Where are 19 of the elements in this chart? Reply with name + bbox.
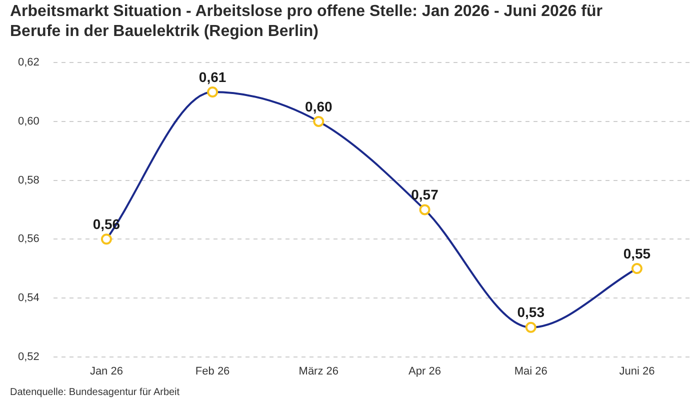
x-tick-label: Mai 26 bbox=[514, 365, 548, 378]
x-tick-label: März 26 bbox=[298, 365, 339, 378]
y-tick-label: 0,52 bbox=[18, 350, 40, 363]
x-tick-label: Apr 26 bbox=[408, 365, 441, 378]
y-tick-label: 0,62 bbox=[18, 56, 40, 69]
y-tick-label: 0,58 bbox=[18, 174, 40, 186]
data-label: 0,61 bbox=[198, 68, 226, 85]
y-tick-label: 0,60 bbox=[18, 115, 40, 128]
chart-title: Arbeitsmarkt Situation - Arbeitslose pro offene Stelle: Jan 2026 - Juni 2026 für Berufe in der Bauelektrik (Region Berlin) bbox=[10, 2, 604, 42]
data-label: 0,57 bbox=[411, 186, 439, 203]
y-tick-label: 0,54 bbox=[18, 292, 40, 304]
data-label: 0,60 bbox=[305, 98, 332, 114]
x-tick-label: Jan 26 bbox=[90, 365, 123, 378]
y-tick-label: 0,56 bbox=[18, 233, 40, 246]
x-tick-label: Juni 26 bbox=[619, 365, 655, 378]
data-label: 0,53 bbox=[517, 304, 545, 320]
text: Datenquelle: Bundesagentur für Arbeit bbox=[10, 387, 180, 398]
x-tick-label: Feb 26 bbox=[195, 365, 230, 378]
data-label: 0,55 bbox=[623, 245, 651, 262]
